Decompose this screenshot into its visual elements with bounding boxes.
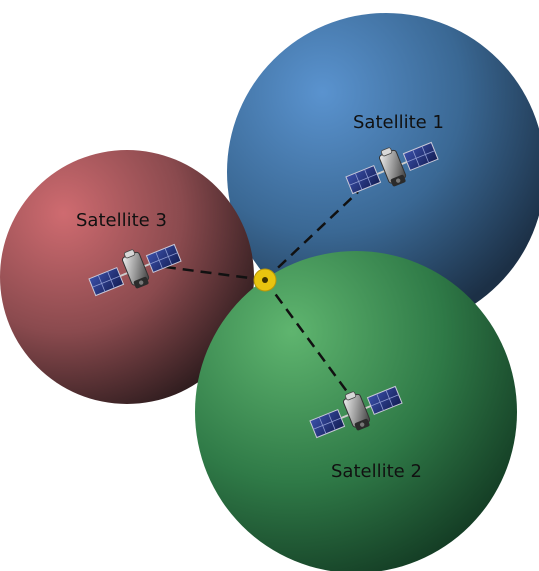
range-lines [149, 191, 359, 394]
range-line-satellite-1 [264, 191, 359, 281]
range-line-satellite-3 [149, 263, 266, 282]
satellite-1-label: Satellite 1 [353, 112, 444, 133]
satellite-3-label: Satellite 3 [76, 210, 167, 231]
receiver-dot-center [262, 277, 268, 283]
satellite-2-label: Satellite 2 [331, 461, 422, 482]
satellite-3-range-sphere [0, 150, 254, 404]
range-line-satellite-2 [263, 279, 350, 394]
